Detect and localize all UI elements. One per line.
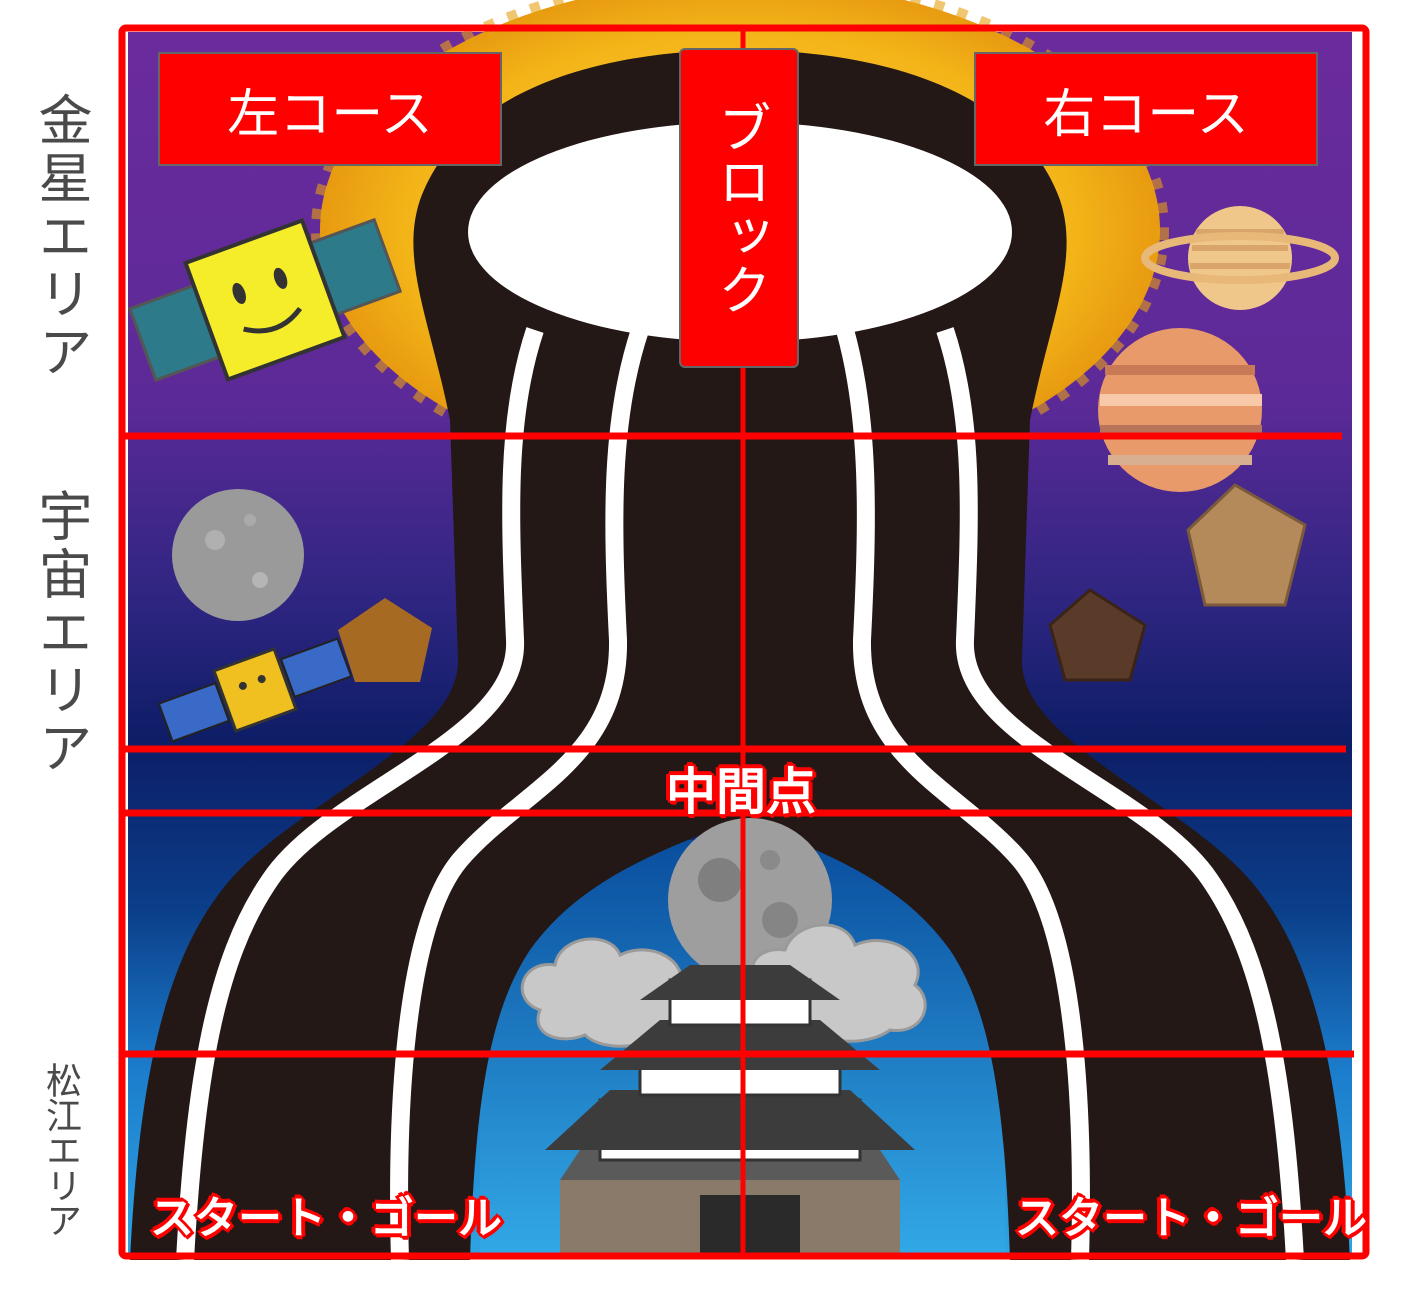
- frame: [118, 24, 1370, 1260]
- start-goal-left-label: スタート・ゴール: [150, 1193, 502, 1244]
- satellite-icon: [127, 217, 403, 383]
- midpoint-label: 中間点: [666, 763, 816, 821]
- block-label: ブロック: [679, 48, 799, 368]
- left-course-label: 左コース: [158, 52, 502, 166]
- satellite-icon: [157, 637, 353, 743]
- mercury-icon: [172, 489, 304, 621]
- castle-icon: [545, 965, 915, 1254]
- lane-lines: [176, 327, 1304, 1261]
- saturn-icon: [1141, 206, 1339, 310]
- area-label-venus: 金星エリア: [29, 92, 92, 382]
- area-label-space: 宇宙エリア: [29, 488, 92, 778]
- asteroid-icon: [338, 483, 1307, 682]
- area-label-matsue: 松江エリア: [40, 1062, 81, 1237]
- area-dividers: [124, 432, 1354, 1058]
- start-goal-right-label: スタート・ゴール: [1015, 1193, 1367, 1244]
- track: [130, 50, 1350, 1260]
- right-course-label: 右コース: [974, 52, 1318, 166]
- jupiter-icon: [1098, 328, 1262, 492]
